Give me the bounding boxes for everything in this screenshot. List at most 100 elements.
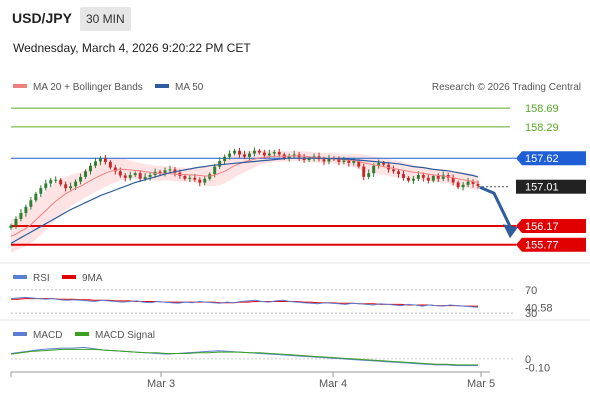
- candle-body: [327, 158, 331, 162]
- candle-body: [238, 150, 242, 155]
- candle-body: [367, 173, 371, 177]
- candle-body: [461, 184, 465, 188]
- macd-last-value-label: -0.10: [525, 363, 550, 375]
- candle-body: [19, 212, 23, 219]
- candle-body: [287, 156, 291, 159]
- rsi-legend-swatch: [13, 275, 27, 279]
- candle-body: [143, 176, 147, 179]
- rsi-legend-label: RSI: [33, 273, 50, 284]
- x-axis: Mar 3 Mar 4 Mar 5: [10, 372, 495, 390]
- candle-body: [362, 166, 366, 177]
- support-level-label: 156.17: [525, 221, 559, 233]
- rsi-ma-legend-swatch: [62, 275, 76, 279]
- candle-body: [39, 188, 43, 194]
- candle-body: [84, 171, 87, 177]
- candle-body: [163, 170, 167, 174]
- candle-body: [64, 184, 68, 189]
- candle-body: [183, 175, 187, 179]
- candle-body: [218, 161, 222, 167]
- candle-body: [267, 153, 271, 156]
- candle-body: [451, 177, 455, 183]
- candle-body: [44, 183, 48, 189]
- candle-body: [138, 173, 142, 179]
- candle-body: [223, 156, 227, 162]
- candle-body: [307, 158, 311, 161]
- candle-body: [203, 178, 207, 183]
- candle-body: [372, 165, 376, 174]
- candle-body: [471, 181, 475, 184]
- candle-body: [441, 175, 445, 179]
- candle-body: [406, 177, 410, 181]
- candle-body: [168, 169, 172, 171]
- rsi-ma-legend-label: 9MA: [82, 273, 103, 284]
- candle-body: [387, 164, 391, 170]
- resistance-level-label: 158.29: [525, 122, 559, 134]
- candle-body: [243, 154, 246, 157]
- candle-body: [49, 180, 53, 184]
- candle-body: [113, 167, 117, 172]
- candle-body: [277, 152, 281, 155]
- candle-body: [342, 160, 346, 162]
- candle-body: [456, 182, 460, 188]
- candle-body: [9, 225, 13, 228]
- candle-body: [228, 153, 232, 157]
- ma50-line: [10, 157, 479, 244]
- candle-body: [54, 179, 58, 181]
- candle-body: [188, 177, 192, 179]
- macd-signal-legend-label: MACD Signal: [95, 330, 155, 341]
- support-level-tag: [516, 237, 586, 252]
- pivot-level-label: 157.62: [525, 153, 559, 165]
- candle-body: [89, 165, 92, 172]
- macd-tick-label: 0: [525, 354, 531, 366]
- candle-body: [34, 193, 38, 201]
- candle-body: [347, 160, 351, 163]
- macd-legend-label: MACD: [33, 330, 62, 341]
- candle-body: [74, 181, 78, 187]
- rsi-tick-label: 30: [525, 308, 537, 320]
- x-axis-tick-label: Mar 3: [147, 378, 175, 390]
- candle-body: [377, 162, 381, 166]
- forecast-arrow: [479, 185, 512, 227]
- last-price-tag: [516, 179, 586, 194]
- candle-body: [93, 161, 97, 166]
- candle-body: [322, 159, 326, 162]
- candle-body: [426, 177, 430, 181]
- candle-body: [173, 169, 177, 173]
- candle-body: [59, 179, 63, 185]
- candle-body: [118, 171, 122, 176]
- candle-body: [411, 178, 415, 181]
- candle-body: [352, 161, 356, 163]
- rsi-ma-line: [11, 298, 478, 307]
- last-price-label: 157.01: [525, 182, 559, 194]
- ma50-legend-label: MA 50: [175, 82, 204, 93]
- candle-body: [29, 200, 33, 207]
- candle-body: [193, 177, 197, 180]
- candle-body: [431, 175, 435, 181]
- candle-body: [257, 150, 261, 153]
- candle-body: [272, 152, 276, 154]
- timeframe-button[interactable]: 30 MIN: [80, 7, 131, 31]
- ma50-legend-swatch: [155, 84, 169, 88]
- candle-body: [123, 175, 127, 178]
- candle-body: [421, 175, 425, 178]
- candle-body: [252, 150, 256, 154]
- currency-pair-title: USD/JPY: [12, 10, 72, 26]
- candle-body: [79, 176, 83, 182]
- candle-body: [108, 161, 112, 168]
- macd-signal-legend-swatch: [75, 332, 89, 336]
- candle-body: [148, 175, 152, 177]
- candle-body: [357, 161, 361, 167]
- candle-body: [392, 169, 396, 172]
- candle-body: [14, 218, 18, 226]
- candle-body: [103, 158, 107, 162]
- candle-body: [402, 174, 405, 178]
- price-plot: 158.69 158.29 157.62 157.01 156.17 155.77: [9, 103, 586, 253]
- candle-body: [198, 179, 202, 183]
- forecast-arrow-head: [503, 224, 518, 239]
- bollinger-band: [11, 150, 478, 253]
- macd-signal-line: [10, 348, 478, 366]
- candle-body: [337, 159, 341, 162]
- pivot-level-tag: [516, 151, 586, 166]
